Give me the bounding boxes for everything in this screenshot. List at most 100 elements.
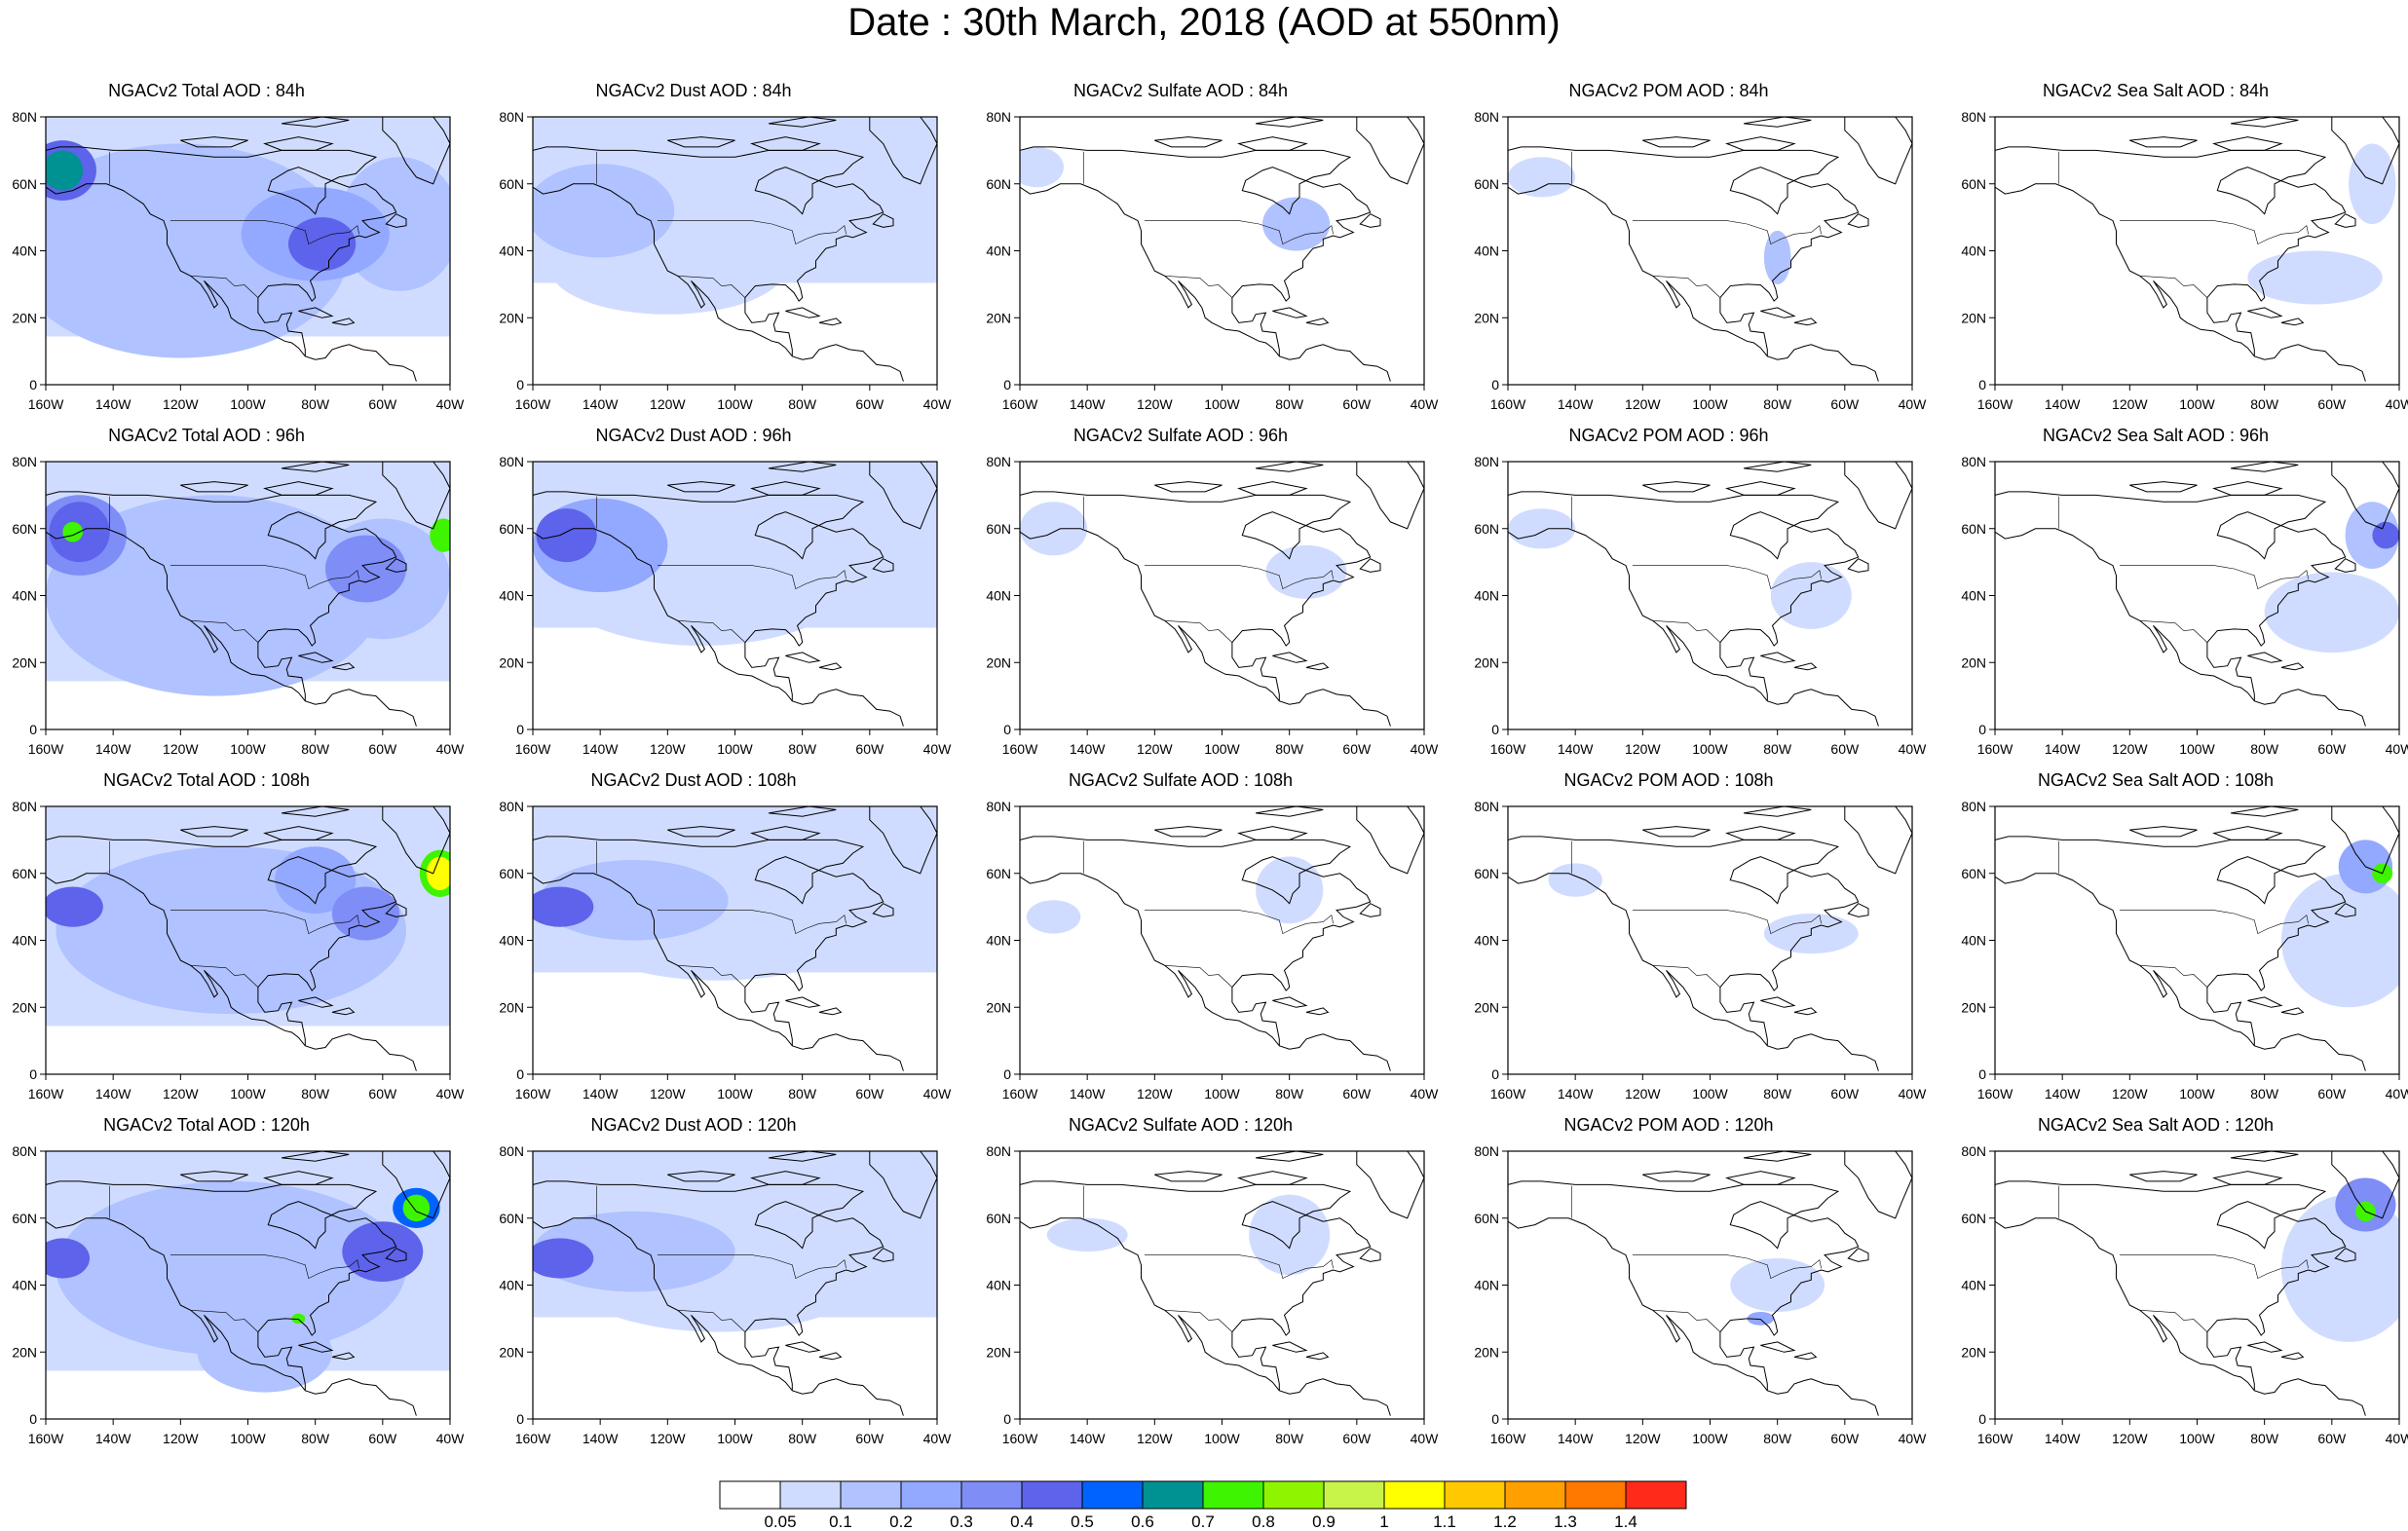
island-outline [2331,117,2399,185]
aod-map: 160W 140W 120W 100W 80W 60W 40W 0 20N 40N 60N 80N [1474,799,1928,1102]
lon-tick-label: 40W [923,396,953,412]
political-border [1633,220,1822,245]
lon-tick-label: 100W [717,1086,753,1102]
political-border [2120,910,2309,935]
island-outline [1237,136,1308,151]
lon-tick-label: 100W [717,741,753,757]
lon-tick-label: 40W [1411,741,1440,757]
lat-tick-label: 40N [12,588,37,604]
lat-tick-label: 20N [12,654,37,670]
lat-tick-label: 20N [986,999,1011,1015]
aod-blob [2280,873,2399,1008]
map-background [1020,806,1424,1074]
lat-tick-label: 40N [1961,933,1986,949]
lat-tick-label: 60N [499,176,524,192]
lat-tick-label: 20N [499,999,524,1015]
lon-tick-label: 40W [2386,1431,2408,1446]
island-outline [2247,307,2283,318]
island-outline [2129,481,2198,493]
island-outline [1847,558,1869,573]
colorbar-swatch [1383,1480,1446,1510]
colorbar-label: 0.5 [1071,1512,1094,1529]
lon-tick-label: 160W [28,396,64,412]
aod-blob [291,1313,306,1325]
lat-tick-label: 80N [499,454,524,469]
colorbar: 0.05 0.1 0.2 0.3 0.4 0.5 0.6 0.7 0.8 0.9 1 1.1 1.2 1.… [719,1480,1687,1529]
map-panel: NGACv2 Dust AOD : 108h 160W 140W 120W 100W 80… [489,770,952,1186]
map-background [1508,117,1912,385]
island-outline [1272,996,1308,1008]
map-panel: NGACv2 Sulfate AOD : 84h 160W 140W 120W 100W… [976,81,1439,497]
map-panel: NGACv2 Total AOD : 108h 160W 140W 120W 100W 8… [2,770,465,1186]
island-outline [1305,317,1330,326]
political-border [1633,565,1822,590]
lon-tick-label: 120W [163,396,199,412]
panel-title: NGACv2 Total AOD : 108h [103,770,310,790]
political-border [677,1310,746,1332]
coastline [46,491,397,701]
coastline [1995,1180,2347,1391]
aod-map: 160W 140W 120W 100W 80W 60W 40W 0 20N 40N 60N 80N [1961,109,2408,412]
lon-tick-label: 120W [163,1431,199,1446]
lon-tick-label: 80W [1275,1086,1304,1102]
aod-blob [1020,502,1088,556]
island-outline [180,1171,248,1182]
island-outline [1305,1352,1330,1361]
island-outline [331,662,356,671]
aod-map: 160W 140W 120W 100W 80W 60W 40W 0 20N 40N 60N 80N [12,109,465,412]
island-outline [1356,806,1424,875]
aod-blob [1262,197,1331,251]
island-outline [282,1151,350,1162]
map-background [1020,462,1424,729]
colorbar-swatch [1625,1480,1687,1510]
lon-tick-label: 60W [2317,396,2347,412]
island-outline [1356,117,1424,185]
lon-tick-label: 40W [1899,741,1928,757]
island-outline [1760,652,1796,663]
political-border [1652,965,1721,988]
lon-tick-label: 140W [2045,1431,2081,1446]
island-outline [1272,307,1308,318]
lon-tick-label: 100W [2179,1431,2215,1446]
lat-tick-label: 20N [986,654,1011,670]
island-outline [1744,806,1812,817]
political-border [1145,910,1334,935]
lat-tick-label: 80N [986,799,1011,814]
lon-tick-label: 100W [1204,741,1240,757]
aod-blob [536,508,597,563]
lon-tick-label: 120W [163,1086,199,1102]
aod-blob [2345,502,2399,569]
island-outline [2231,462,2299,472]
colorbar-label: 0.7 [1191,1512,1215,1529]
lon-tick-label: 120W [2112,1431,2148,1446]
political-border [1633,910,1822,935]
map-panel: NGACv2 POM AOD : 108h 160W 140W 120W 100W 80W… [1464,770,1927,1186]
lon-tick-label: 140W [95,1086,132,1102]
lon-tick-label: 160W [515,396,551,412]
lat-tick-label: 80N [986,109,1011,125]
colorbar-label: 0.8 [1252,1512,1275,1529]
political-border [658,565,847,590]
coastline [533,146,884,356]
aod-blob [1508,157,1576,198]
lon-tick-label: 100W [1692,1431,1728,1446]
island-outline [869,1151,937,1219]
lon-tick-label: 40W [2386,396,2408,412]
lon-tick-label: 80W [788,396,817,412]
island-outline [2331,462,2399,530]
island-outline [1154,481,1223,493]
lon-tick-label: 140W [1558,741,1594,757]
lon-tick-label: 140W [583,741,619,757]
coastline [46,1217,417,1416]
aod-blob [2247,250,2383,305]
lat-tick-label: 80N [499,799,524,814]
colorbar-label: 0.9 [1312,1512,1336,1529]
island-outline [1256,462,1324,472]
aod-blob [288,217,357,272]
lon-tick-label: 40W [1899,1086,1928,1102]
lon-tick-label: 120W [1625,741,1661,757]
lat-tick-label: 20N [12,999,37,1015]
lon-tick-label: 80W [2250,1431,2279,1446]
island-outline [263,481,334,496]
island-outline [1760,307,1796,318]
